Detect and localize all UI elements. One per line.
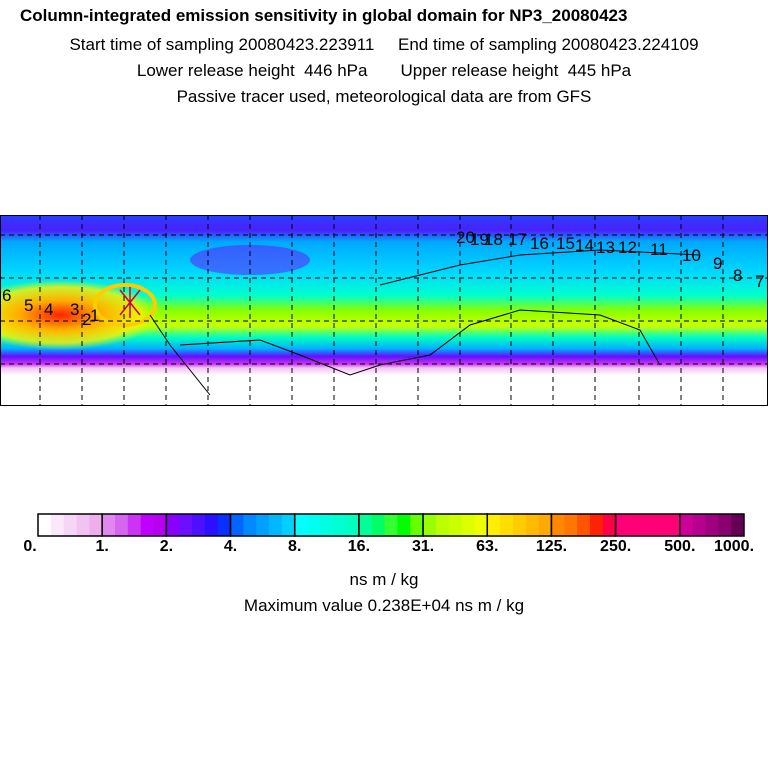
trajectory-label: 6 — [2, 286, 11, 305]
trajectory-label: 13 — [596, 238, 615, 257]
colorbar-swatch — [50, 514, 65, 536]
colorbar-swatch — [564, 514, 578, 536]
colorbar-swatch — [512, 514, 527, 536]
colorbar-swatch — [371, 514, 386, 536]
colorbar-swatch — [166, 514, 180, 536]
colorbar-swatch — [217, 514, 232, 536]
colorbar-swatch — [641, 514, 655, 536]
colorbar-swatch — [654, 514, 668, 536]
release-height: Lower release height 446 hPa Upper relea… — [136, 61, 632, 80]
trajectory-label: 16 — [530, 234, 549, 253]
colorbar-swatch — [705, 514, 719, 536]
max-value: Maximum value 0.238E+04 ns m / kg — [243, 596, 525, 615]
colorbar-swatch — [281, 514, 296, 536]
colorbar-swatch — [140, 514, 155, 536]
colorbar-swatch — [333, 514, 347, 536]
colorbar-swatch — [538, 514, 552, 536]
trajectory-label: 7 — [755, 272, 764, 291]
colorbar-swatch — [448, 514, 463, 536]
trajectory-label: 2 — [82, 310, 91, 329]
colorbar-swatch — [38, 514, 52, 536]
colorbar-tick-label: 4. — [223, 538, 238, 555]
colorbar-swatch — [76, 514, 90, 536]
colorbar-tick-label: 16. — [347, 538, 371, 555]
colorbar-swatch — [551, 514, 565, 536]
colorbar-swatch — [666, 514, 681, 536]
colorbar — [37, 513, 745, 537]
trajectory-label: 10 — [682, 246, 701, 265]
colorbar-swatch — [679, 514, 694, 536]
trajectory-label: 19 — [470, 230, 489, 249]
colorbar-swatch — [320, 514, 334, 536]
trajectory-label: 9 — [713, 254, 722, 273]
colorbar-swatch — [692, 514, 706, 536]
colorbar-swatch — [346, 514, 360, 536]
colorbar-swatch — [397, 514, 411, 536]
colorbar-swatch — [89, 514, 103, 536]
colorbar-swatch — [577, 514, 591, 536]
colorbar-swatch — [63, 514, 78, 536]
trajectory-label: 5 — [24, 296, 33, 315]
trajectory-label: 1 — [90, 306, 99, 325]
colorbar-tick-label: 31. — [411, 538, 435, 555]
colorbar-swatch — [718, 514, 732, 536]
tracer-info: Passive tracer used, meteorological data… — [176, 87, 592, 106]
trajectory-label: 3 — [70, 300, 79, 319]
colorbar-swatch — [500, 514, 514, 536]
trajectory-label: 11 — [650, 240, 668, 259]
colorbar-swatch — [474, 514, 488, 536]
colorbar-swatch — [153, 514, 167, 536]
colorbar-swatch — [307, 514, 321, 536]
colorbar-swatch — [256, 514, 270, 536]
colorbar-swatch — [384, 514, 398, 536]
colorbar-swatch — [602, 514, 617, 536]
colorbar-swatch — [230, 514, 244, 536]
colorbar-swatch — [423, 514, 437, 536]
plot-title: Column-integrated emission sensitivity i… — [20, 6, 628, 25]
colorbar-swatch — [127, 514, 142, 536]
colorbar-swatch — [243, 514, 257, 536]
colorbar-swatch — [487, 514, 501, 536]
sampling-time: Start time of sampling 20080423.223911 E… — [69, 35, 699, 54]
trajectory-label: 20 — [456, 228, 475, 247]
colorbar-unit: ns m / kg — [349, 570, 419, 589]
colorbar-swatch — [204, 514, 219, 536]
colorbar-swatch — [525, 514, 540, 536]
colorbar-tick-label: 2. — [159, 538, 174, 555]
colorbar-swatch — [615, 514, 629, 536]
trajectory-label: 14 — [575, 236, 594, 255]
colorbar-swatch — [410, 514, 424, 536]
colorbar-tick-label: 0. — [23, 538, 37, 555]
colorbar-swatch — [102, 514, 116, 536]
trajectory-label: 8 — [733, 266, 742, 285]
colorbar-tick-label: 1000. — [713, 538, 755, 555]
colorbar-segment — [679, 513, 745, 537]
colorbar-tick-label: 500. — [664, 538, 696, 555]
colorbar-tick-label: 8. — [288, 538, 302, 555]
colorbar-swatch — [628, 514, 642, 536]
trajectory-label: 18 — [484, 230, 503, 249]
colorbar-tick-label: 125. — [535, 538, 568, 555]
colorbar-swatch — [435, 514, 450, 536]
trajectory-label: 17 — [508, 230, 527, 249]
colorbar-swatch — [192, 514, 206, 536]
colorbar-swatch — [358, 514, 373, 536]
colorbar-tick-label: 250. — [600, 538, 632, 555]
colorbar-swatch — [115, 514, 129, 536]
trajectory-label: 15 — [556, 234, 575, 253]
trajectory-label: 12 — [618, 238, 637, 257]
colorbar-swatch — [179, 514, 193, 536]
colorbar-swatch — [589, 514, 604, 536]
colorbar-tick-label: 1. — [95, 538, 109, 555]
trajectory-label: 4 — [44, 300, 53, 319]
colorbar-tick-label: 63. — [476, 538, 499, 555]
colorbar-swatch — [731, 514, 745, 536]
colorbar-swatch — [461, 514, 475, 536]
colorbar-swatch — [269, 514, 283, 536]
colorbar-swatch — [294, 514, 309, 536]
